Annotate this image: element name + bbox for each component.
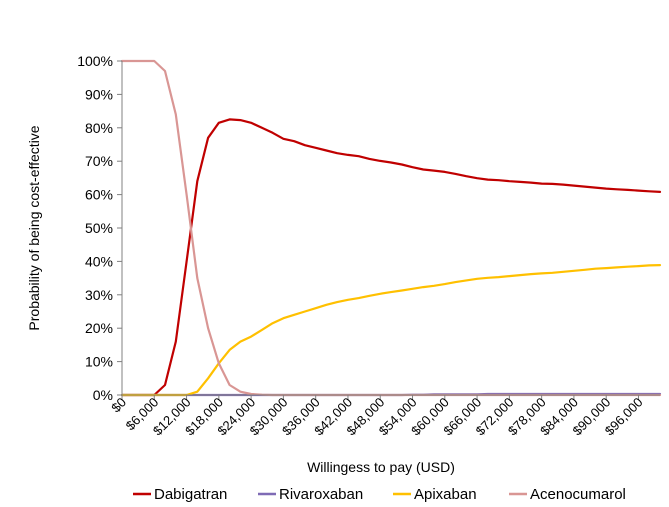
y-tick-label: 80% bbox=[85, 120, 113, 136]
legend-label-apixaban: Apixaban bbox=[414, 486, 477, 503]
y-tick-label: 10% bbox=[85, 354, 113, 370]
y-axis-title: Probability of being cost-effective bbox=[26, 125, 42, 330]
y-tick-label: 20% bbox=[85, 320, 113, 336]
x-axis-title: Willingess to pay (USD) bbox=[307, 459, 455, 475]
legend: Dabigatran Rivaroxaban Apixaban Acenocumaro… bbox=[133, 486, 626, 503]
y-tick-label: 100% bbox=[77, 53, 113, 69]
legend-label-dabigatran: Dabigatran bbox=[154, 486, 227, 503]
axes bbox=[121, 61, 660, 396]
legend-label-acenocumarol: Acenocumarol bbox=[530, 486, 626, 503]
y-tick-label: 0% bbox=[93, 387, 113, 403]
y-tick-label: 50% bbox=[85, 220, 113, 236]
legend-label-rivaroxaban: Rivaroxaban bbox=[279, 486, 363, 503]
series-line-apixaban bbox=[120, 264, 662, 397]
y-tick-label: 90% bbox=[85, 86, 113, 102]
y-tick-label: 70% bbox=[85, 153, 113, 169]
y-tick-label: 40% bbox=[85, 253, 113, 269]
y-ticks: 0% 10% 20% 30% 40% 50% 60% 70% 80% 90% 100% bbox=[77, 53, 122, 403]
x-ticks: $0$6,000$12,000$18,000$24,000$30,000$36,… bbox=[108, 395, 645, 439]
plot-series bbox=[120, 59, 662, 397]
y-tick-label: 60% bbox=[85, 187, 113, 203]
series-line-acenocumarol bbox=[120, 59, 662, 397]
series-line-dabigatran bbox=[120, 118, 662, 397]
y-tick-label: 30% bbox=[85, 287, 113, 303]
